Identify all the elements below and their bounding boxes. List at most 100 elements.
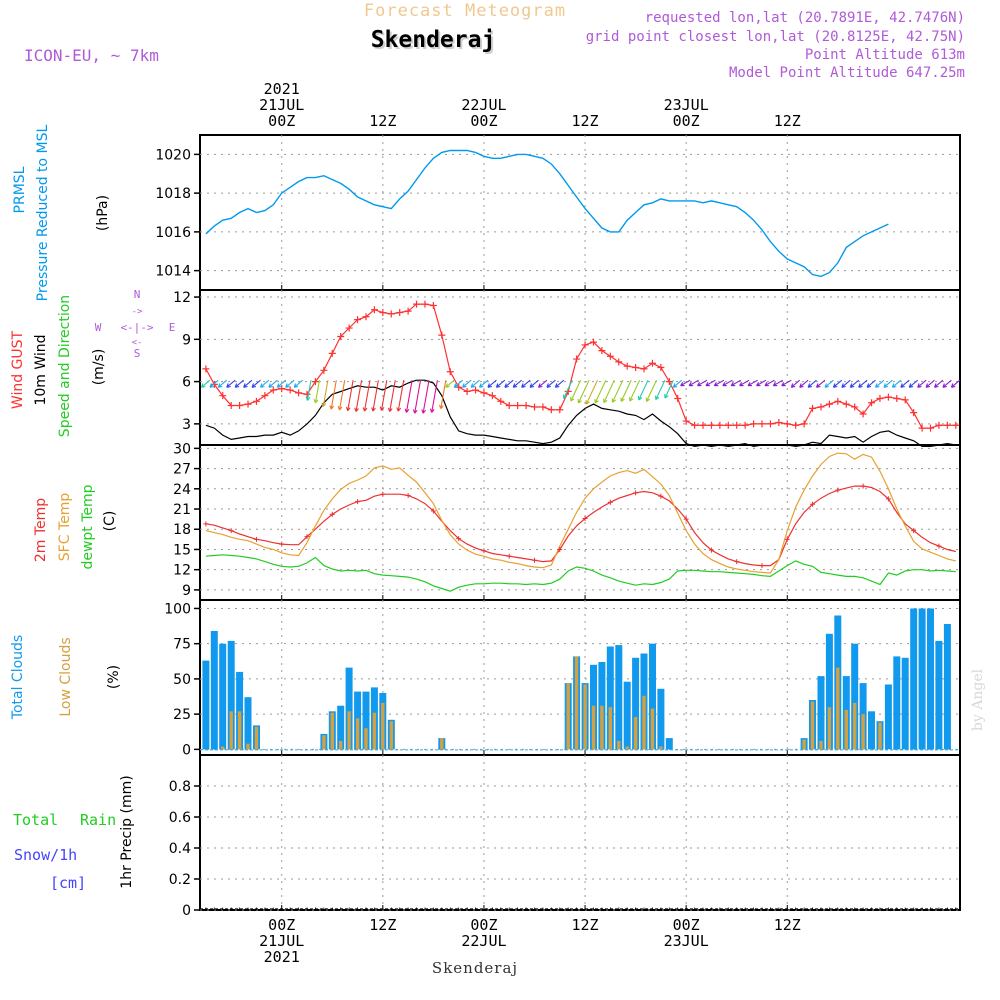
wind-direction-arrow xyxy=(337,380,346,411)
temp-sfc-label: SFC Temp xyxy=(57,493,73,562)
gust-point-marker xyxy=(665,378,673,386)
low-cloud-bar xyxy=(633,717,638,750)
low-cloud-bar xyxy=(659,746,663,750)
time-label-top: 22JUL xyxy=(461,96,506,114)
gust-point-marker xyxy=(657,364,665,371)
precip-unit: 1hr Precip (mm) xyxy=(119,775,135,888)
low-cloud-bar xyxy=(229,711,233,750)
wind-direction-arrow xyxy=(807,379,817,388)
wind-10m-label: 10m Wind xyxy=(33,334,49,405)
total-cloud-bar xyxy=(345,667,353,750)
gust-point-marker xyxy=(438,331,446,339)
wind-direction-arrow xyxy=(529,379,539,388)
marks-layer xyxy=(200,149,961,910)
gust-point-marker xyxy=(480,389,488,397)
wind-direction-arrow xyxy=(268,379,278,388)
gust-point-marker xyxy=(488,392,496,400)
point-altitude: Point Altitude 613m xyxy=(805,47,965,63)
t2m-point-marker xyxy=(885,496,891,502)
total-cloud-bar xyxy=(337,705,345,750)
total-cloud-bar xyxy=(615,645,623,750)
t2m-point-marker xyxy=(481,548,487,554)
t2m-point-marker xyxy=(380,491,386,497)
gust-point-marker xyxy=(236,402,244,410)
total-cloud-bar xyxy=(227,640,235,750)
total-cloud-bar xyxy=(632,657,640,750)
low-cloud-bar xyxy=(237,711,242,750)
low-cloud-bar xyxy=(566,683,570,750)
total-cloud-bar xyxy=(219,643,227,750)
gust-point-marker xyxy=(261,392,269,400)
wind-direction-arrow xyxy=(722,379,733,387)
time-label-top: 2021 xyxy=(264,80,300,98)
t2m-series-line xyxy=(205,485,956,567)
wind-direction-arrow xyxy=(321,380,329,408)
gust-point-marker xyxy=(606,352,614,360)
gust-point-marker xyxy=(598,347,606,355)
gust-point-marker xyxy=(227,402,235,410)
gust-point-marker xyxy=(825,400,833,408)
y-tick-label: 12 xyxy=(173,563,191,579)
low-cloud-bar xyxy=(583,684,587,750)
wind-direction-arrow xyxy=(866,379,876,388)
wind-direction-arrow xyxy=(396,380,405,412)
location-title-shadow: Skenderaj xyxy=(373,29,498,55)
gust-point-marker xyxy=(573,355,581,363)
wind-direction-arrow xyxy=(891,379,902,388)
wind-direction-arrow xyxy=(478,379,489,388)
y-tick-label: 30 xyxy=(173,441,191,457)
gust-point-marker xyxy=(278,385,286,393)
gust-point-marker xyxy=(893,395,901,402)
wind-direction-arrow xyxy=(950,379,961,388)
wind-direction-arrow xyxy=(217,379,228,388)
gust-point-marker xyxy=(632,364,640,371)
t2m-point-marker xyxy=(253,536,259,542)
gust-point-marker xyxy=(354,316,362,324)
wind-direction-arrow xyxy=(629,379,641,402)
wind-direction-arrow xyxy=(645,379,657,402)
wind-direction-arrow xyxy=(664,379,674,399)
wind-direction-arrow xyxy=(421,380,430,414)
t2m-point-marker xyxy=(911,528,917,534)
wind-direction-arrow xyxy=(313,380,320,404)
gust-point-marker xyxy=(884,393,892,401)
wind-direction-arrow xyxy=(730,379,741,387)
low-cloud-bar xyxy=(600,705,604,750)
wind-unit: (m/s) xyxy=(91,349,107,386)
y-tick-label: 0.8 xyxy=(169,779,191,795)
wind-direction-arrow xyxy=(799,379,809,388)
wind-direction-arrow xyxy=(546,379,556,388)
t2m-point-marker xyxy=(405,493,411,499)
low-cloud-bar xyxy=(827,707,832,750)
gust-point-marker xyxy=(328,349,336,357)
t2m-point-marker xyxy=(607,499,613,505)
total-cloud-bar xyxy=(649,643,656,750)
wind-direction-arrow xyxy=(285,379,295,388)
gust-point-marker xyxy=(648,359,656,367)
wind-direction-arrow xyxy=(764,379,775,387)
gust-point-marker xyxy=(868,399,876,407)
low-cloud-bar xyxy=(330,712,334,750)
total-cloud-bar xyxy=(893,656,901,750)
y-tick-label: 100 xyxy=(164,601,191,617)
gust-point-marker xyxy=(640,365,648,373)
clouds-total-label: Total Clouds xyxy=(10,635,26,720)
wind-direction-arrow xyxy=(603,379,615,404)
wind-direction-arrow xyxy=(487,379,497,388)
gust-point-marker xyxy=(952,421,960,429)
low-cloud-bar xyxy=(853,702,857,750)
total-cloud-bar xyxy=(884,684,892,750)
low-cloud-bar xyxy=(861,714,865,750)
t2m-point-marker xyxy=(835,487,841,493)
wind-direction-arrow xyxy=(362,380,371,412)
gust-point-marker xyxy=(927,424,935,432)
pressure-unit: (hPa) xyxy=(95,195,111,231)
gust-point-marker xyxy=(556,406,564,414)
wind-direction-arrow xyxy=(570,379,582,402)
compass-west: W xyxy=(95,321,102,334)
low-cloud-bar xyxy=(372,712,377,750)
wind-direction-arrow xyxy=(874,379,885,388)
wind-direction-arrow xyxy=(429,380,438,413)
wind-direction-arrow xyxy=(781,379,792,387)
